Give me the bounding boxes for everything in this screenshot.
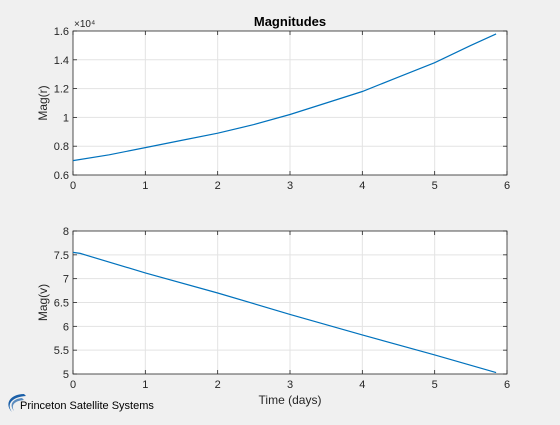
plot1-y-exponent-label: ×10⁴: [74, 19, 95, 30]
plot1-x-tick-label: 3: [287, 180, 293, 192]
plot2-x-tick-label: 6: [504, 379, 510, 391]
swoosh-logo-icon: [8, 394, 26, 412]
plot2-y-tick-label: 6.5: [54, 298, 69, 310]
plot2-x-tick-label: 0: [70, 379, 76, 391]
plot1-y-tick-label: 0.8: [54, 141, 69, 153]
plot2-x-tick-label: 4: [359, 379, 365, 391]
plot2-y-tick-label: 7: [63, 274, 69, 286]
plot1-y-tick-label: 1.4: [54, 55, 69, 67]
plot1-y-tick-label: 0.6: [54, 170, 69, 182]
princeton-logo: Princeton Satellite Systems: [2, 390, 162, 416]
company-name: Princeton Satellite Systems: [20, 400, 154, 412]
plot1-y-tick-label: 1.2: [54, 84, 69, 96]
plot2-y-tick-label: 5.5: [54, 345, 69, 357]
plot1-series-line: [72, 33, 497, 162]
plot2-x-tick-label: 2: [215, 379, 221, 391]
plot2-y-tick-label: 5: [63, 369, 69, 381]
plot2-y-tick-label: 7.5: [54, 250, 69, 262]
plot1-title: Magnitudes: [254, 14, 326, 29]
plot1-x-tick-label: 0: [70, 180, 76, 192]
plot1-y-tick-label: 1: [63, 112, 69, 124]
plot1-x-tick-label: 1: [142, 180, 148, 192]
plot2-y-tick-label: 6: [63, 321, 69, 333]
plot1-y-axis-label: Mag(r): [36, 85, 50, 120]
plot1-y-tick-label: 1.6: [54, 26, 69, 38]
plot2-y-tick-label: 8: [63, 226, 69, 238]
plot2-x-tick-label: 1: [142, 379, 148, 391]
plot1-x-tick-label: 2: [215, 180, 221, 192]
plot2-x-tick-label: 3: [287, 379, 293, 391]
plot2-series-line: [72, 251, 497, 374]
plot2-y-axis-label: Mag(v): [36, 284, 50, 321]
plot2-x-axis-label: Time (days): [259, 393, 322, 407]
plot1-x-tick-label: 4: [359, 180, 365, 192]
plot2-x-tick-label: 5: [432, 379, 438, 391]
plot1-x-tick-label: 6: [504, 180, 510, 192]
plot1-x-tick-label: 5: [432, 180, 438, 192]
